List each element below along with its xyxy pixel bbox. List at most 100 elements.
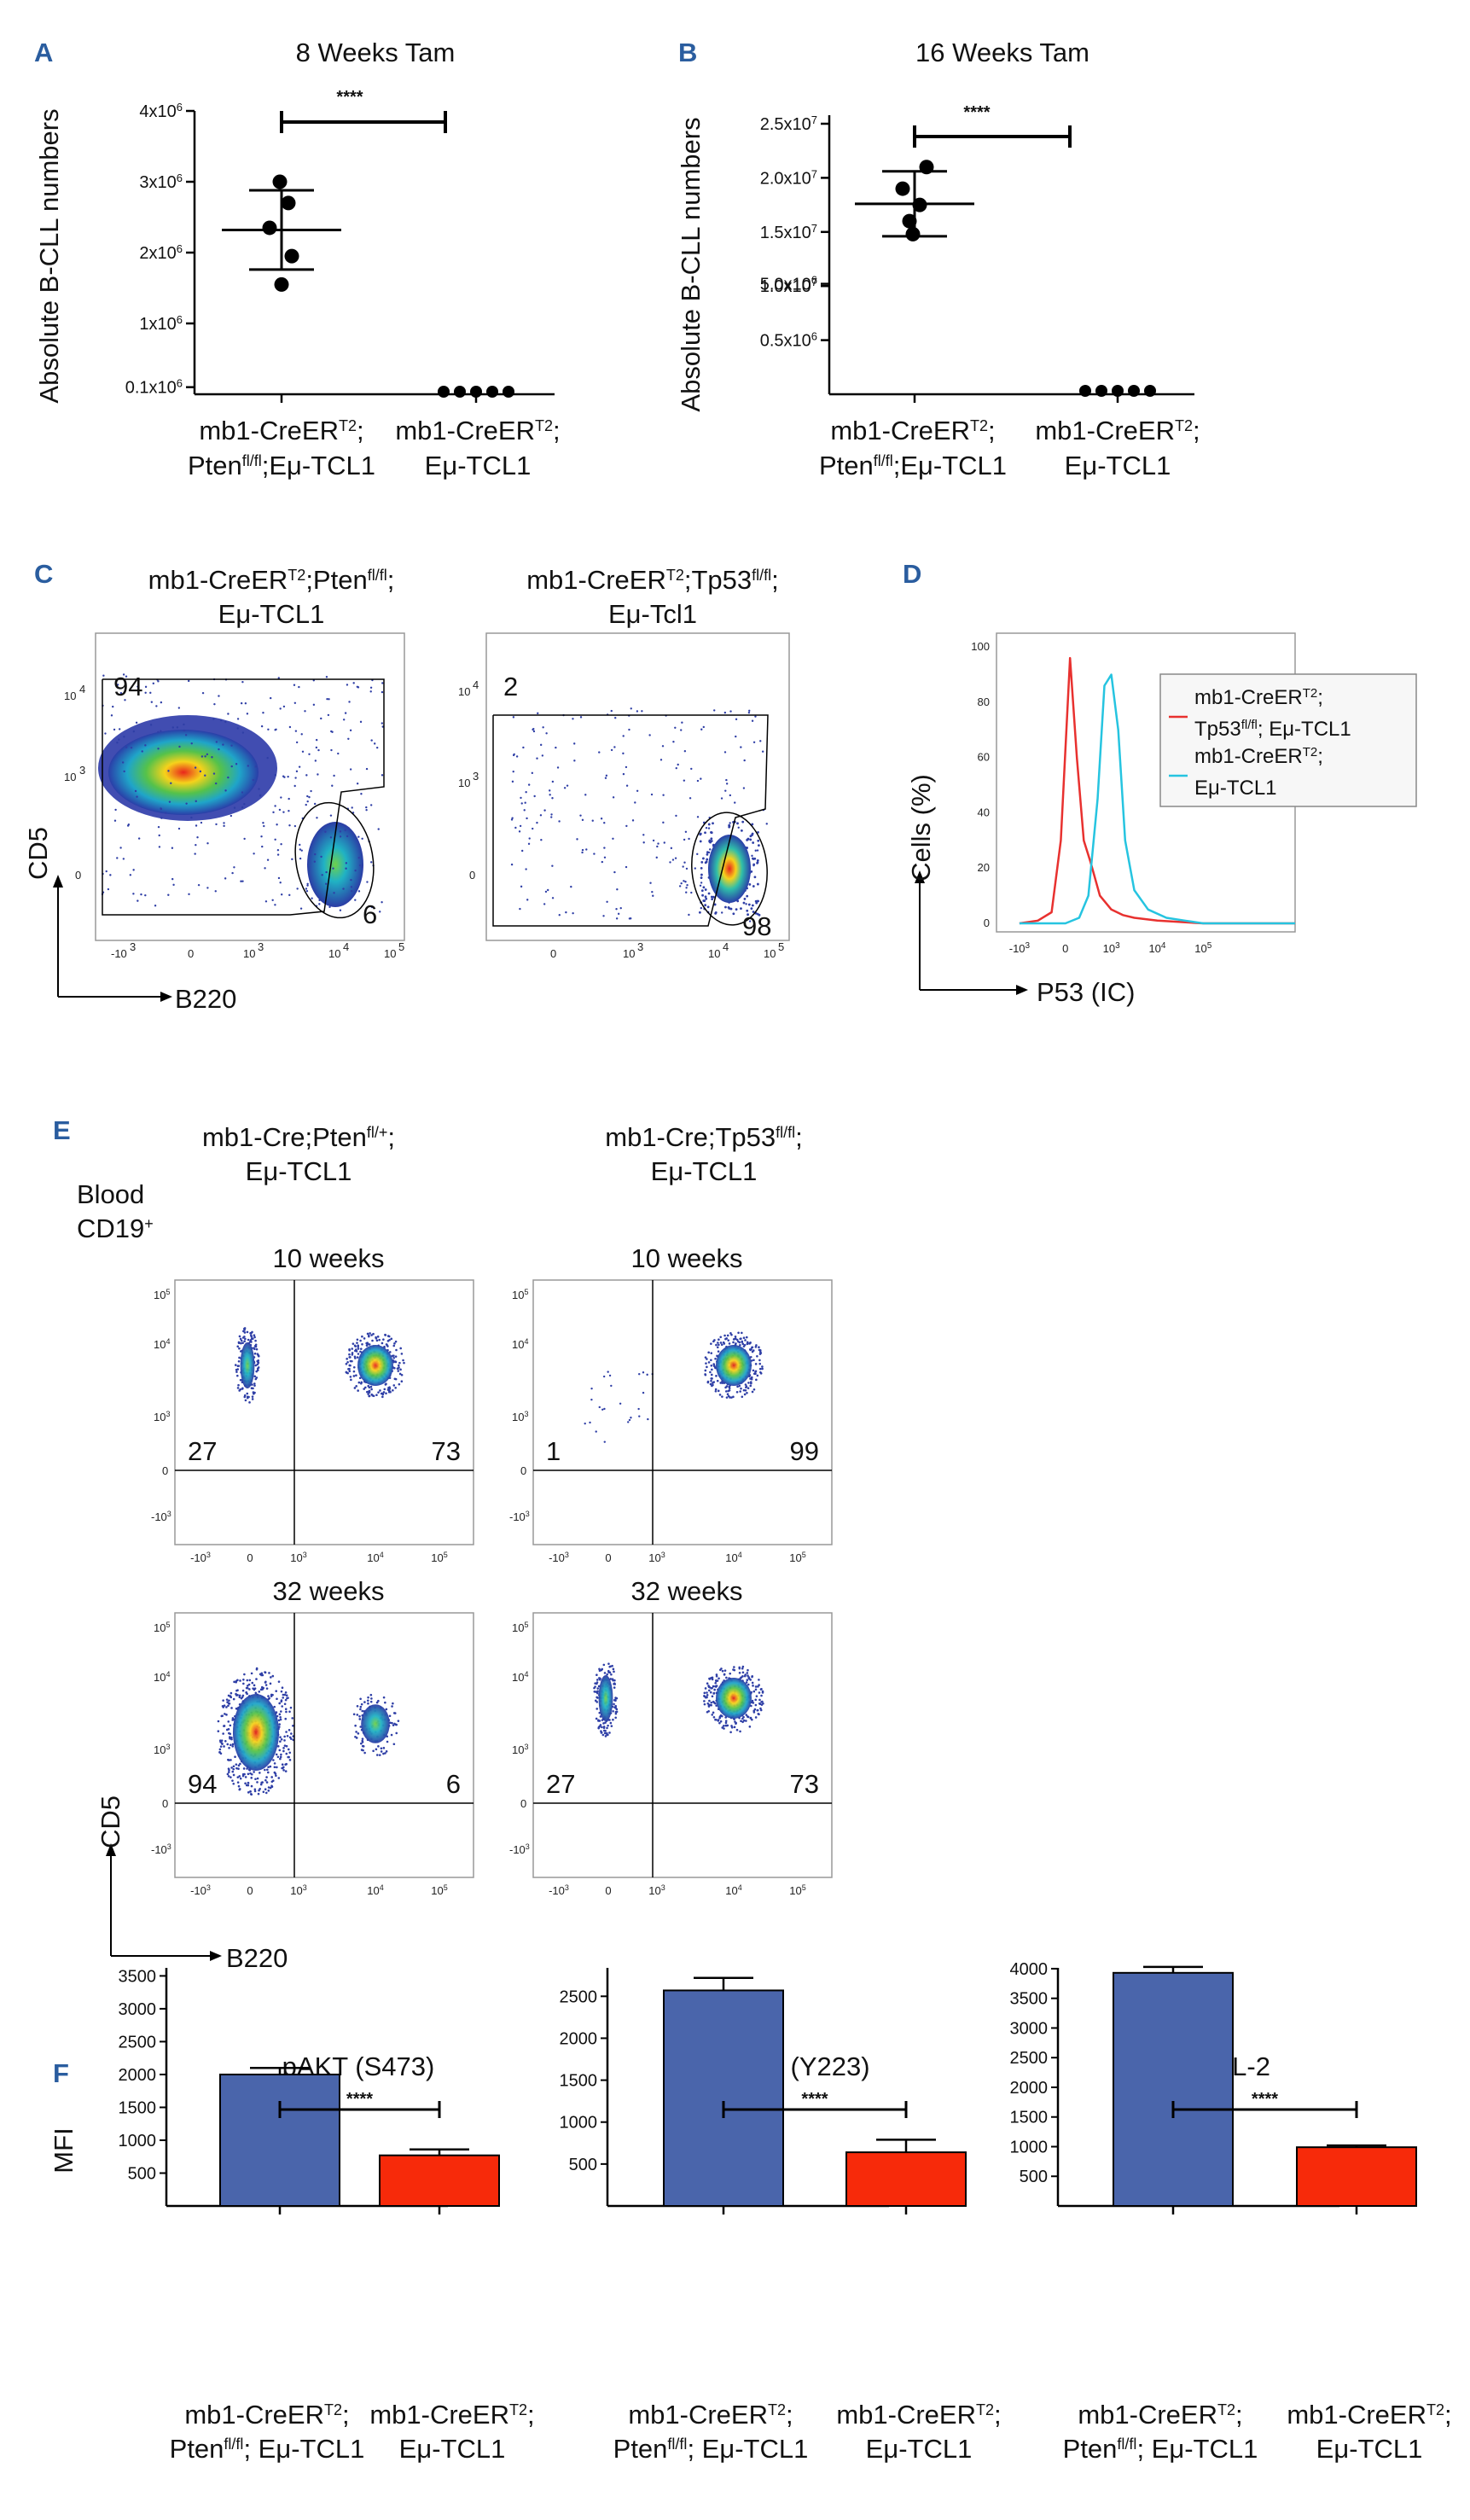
flow-event xyxy=(741,1340,744,1343)
flow-event xyxy=(256,1781,259,1784)
flow-event xyxy=(236,1781,240,1784)
flow-event xyxy=(606,900,608,903)
chart-b: 16 Weeks Tam Absolute B-CLL numbers 0.5x… xyxy=(676,38,1200,480)
flow-event xyxy=(313,860,317,863)
flow-event xyxy=(729,1731,732,1734)
flow-event xyxy=(748,709,751,713)
flow-event xyxy=(602,915,605,917)
flow-event xyxy=(744,1383,747,1386)
flow-event xyxy=(318,899,321,902)
flow-event xyxy=(537,712,539,715)
flow-event xyxy=(225,1714,228,1716)
flow-event xyxy=(200,755,204,758)
flow-event xyxy=(395,1723,398,1726)
svg-text:0: 0 xyxy=(469,869,475,882)
flow-event xyxy=(386,1345,389,1347)
flow-event xyxy=(243,1673,246,1676)
flow-event xyxy=(379,911,381,913)
flow-event xyxy=(380,1392,383,1395)
flow-event xyxy=(391,1721,393,1725)
flow-event xyxy=(615,908,618,911)
flow-event xyxy=(276,824,278,826)
flow-event xyxy=(544,890,548,893)
flow-event xyxy=(274,838,276,841)
chart-f2-cat-2-line2: Eμ-TCL1 xyxy=(866,2434,973,2464)
flow-event xyxy=(747,838,750,841)
chart-f3-cat-2: mb1-CreERT2; xyxy=(1287,2400,1451,2430)
flow-event xyxy=(565,911,567,914)
flow-event xyxy=(235,1763,238,1766)
flow-event xyxy=(214,782,218,785)
chart-b-point xyxy=(1144,385,1156,397)
flow-event xyxy=(114,808,117,812)
flow-event xyxy=(275,1711,278,1714)
flow-event xyxy=(757,844,760,847)
flow-event xyxy=(704,1369,707,1372)
chart-a: 8 Weeks Tam Absolute B-CLL numbers 0.1x1… xyxy=(34,38,561,480)
flow-event xyxy=(612,796,615,799)
flow-event xyxy=(688,837,690,841)
flow-event xyxy=(756,849,759,852)
flow-event xyxy=(604,1729,607,1732)
flow-event xyxy=(756,1374,759,1377)
flow-event xyxy=(259,1772,261,1774)
chart-b-cat1-line2: Ptenfl/fl;Eμ-TCL1 xyxy=(819,451,1007,480)
flow-event xyxy=(233,1680,235,1684)
flow-event xyxy=(751,1699,754,1702)
flow-event xyxy=(525,868,527,870)
flow-event xyxy=(230,765,233,768)
flow-event xyxy=(722,1725,725,1727)
flow-event xyxy=(350,1378,352,1382)
flow-event xyxy=(733,1718,735,1720)
flow-event xyxy=(256,1363,259,1366)
flow-event xyxy=(329,814,333,817)
flow-event xyxy=(717,1350,720,1353)
flow-event xyxy=(357,890,361,893)
flow-event xyxy=(222,1732,224,1735)
chart-b-ytick: 5.0x106 xyxy=(760,273,817,294)
chart-f2-bar-1 xyxy=(663,1989,784,2208)
flow-event xyxy=(570,885,572,888)
flow-event xyxy=(706,1365,708,1369)
flow-event xyxy=(275,1690,278,1692)
flow-event xyxy=(713,1339,716,1341)
flow-event xyxy=(710,1701,713,1704)
flow-event xyxy=(224,877,227,880)
flow-event xyxy=(740,746,742,748)
flow-event xyxy=(714,911,718,915)
flow-event xyxy=(602,1375,606,1378)
flow-event xyxy=(284,1770,288,1772)
flow-event xyxy=(703,1695,706,1698)
flow-event xyxy=(280,796,282,799)
flow-event xyxy=(246,1395,249,1399)
flow-event xyxy=(610,709,613,713)
flow-event xyxy=(282,811,285,813)
flow-event xyxy=(599,1724,602,1726)
flow-event xyxy=(157,730,160,733)
flow-event xyxy=(600,818,603,820)
flow-event xyxy=(745,1720,747,1722)
flow-event xyxy=(288,1736,292,1739)
flow-event xyxy=(760,1694,763,1697)
flow-event xyxy=(315,738,318,742)
flow-event xyxy=(714,1389,718,1393)
flow-event xyxy=(393,1366,396,1370)
chart-f3-ytick: 1500 xyxy=(1010,2109,1049,2127)
flow-event xyxy=(392,1724,395,1726)
flow-event xyxy=(376,1336,380,1338)
flow-event xyxy=(388,1714,392,1718)
flow-event xyxy=(730,1726,734,1729)
flow-event xyxy=(713,709,716,712)
flow-event xyxy=(730,1396,733,1399)
chart-e-plot-time: 32 weeks xyxy=(631,1576,743,1606)
chart-e-ytick: 103 xyxy=(154,1410,170,1423)
flow-event xyxy=(598,1720,601,1722)
flow-event xyxy=(367,1696,369,1699)
flow-event xyxy=(754,1685,758,1688)
flow-event xyxy=(285,1694,288,1697)
chart-f2-ytick: 1500 xyxy=(560,2072,598,2091)
flow-event xyxy=(288,1755,290,1759)
flow-event xyxy=(243,1340,246,1343)
flow-event xyxy=(280,1710,282,1713)
flow-event xyxy=(642,1391,645,1394)
